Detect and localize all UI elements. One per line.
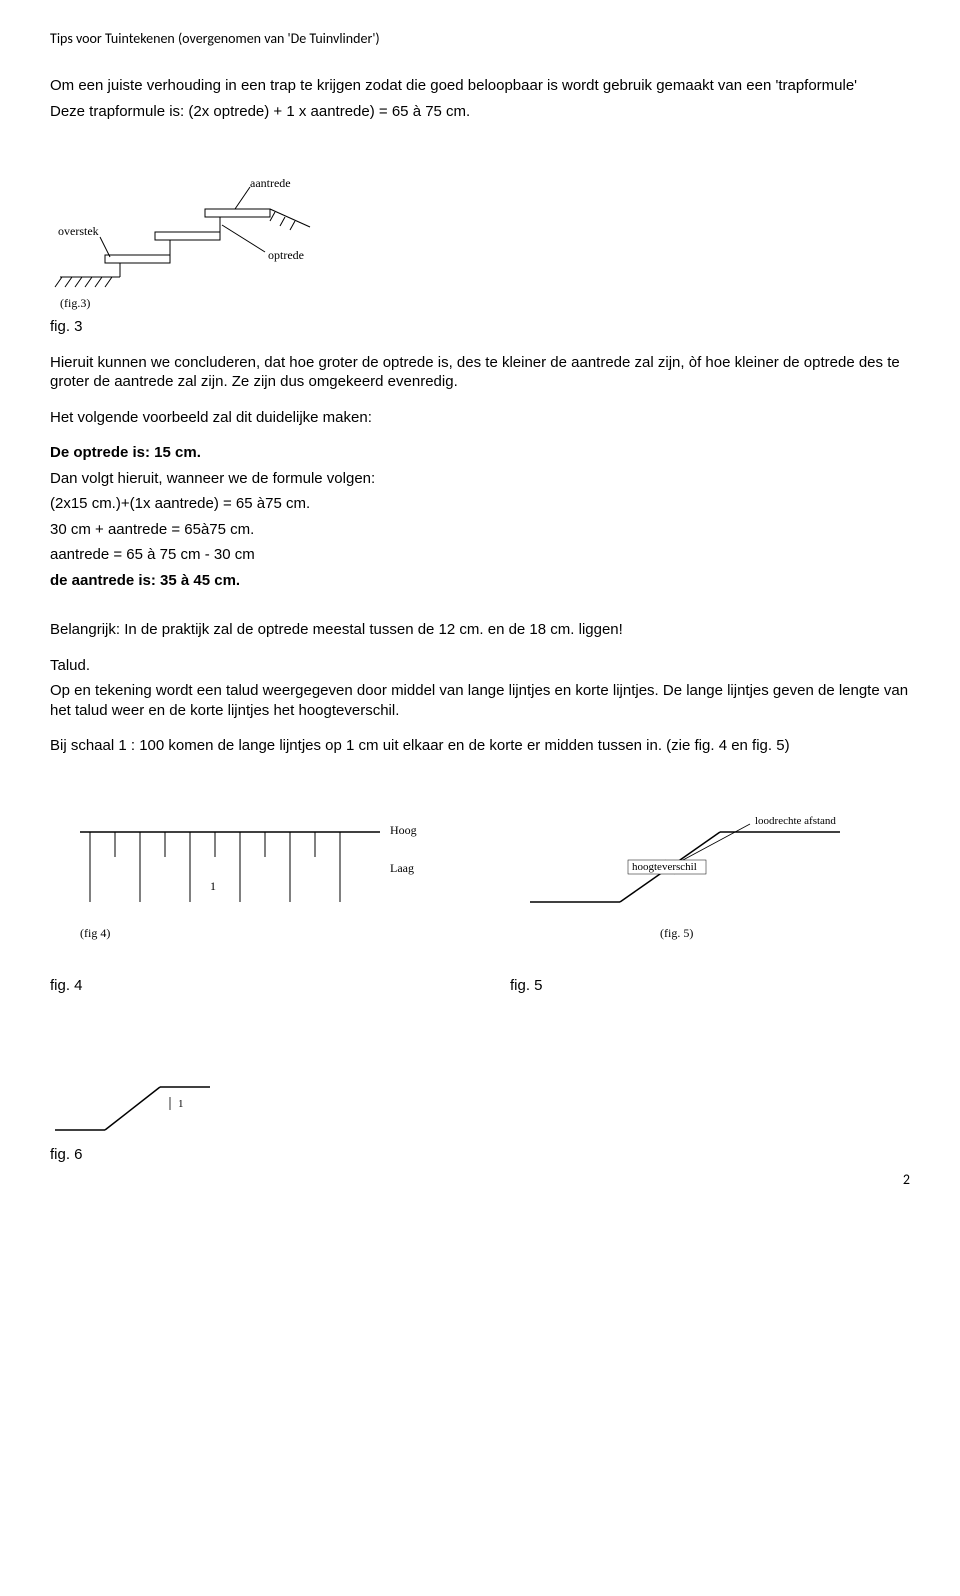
figure-caption-row: fig. 4 fig. 5 xyxy=(50,976,910,1002)
fig5-caption-inline: (fig. 5) xyxy=(660,926,693,940)
paragraph: aantrede = 65 à 75 cm - 30 cm xyxy=(50,545,910,565)
paragraph-bold: De optrede is: 15 cm. xyxy=(50,443,910,463)
figure-4: 1 Hoog Laag (fig 4) xyxy=(50,812,430,952)
paragraph: Deze trapformule is: (2x optrede) + 1 x … xyxy=(50,102,910,122)
fig4-label-hoog: Hoog xyxy=(390,823,417,837)
paragraph: Dan volgt hieruit, wanneer we de formule… xyxy=(50,469,910,489)
paragraph: Bij schaal 1 : 100 komen de lange lijntj… xyxy=(50,736,910,756)
fig3-label-optrede: optrede xyxy=(268,248,304,262)
fig3-caption-inline: (fig.3) xyxy=(60,296,90,310)
page-number: 2 xyxy=(903,1171,910,1189)
paragraph: Op en tekening wordt een talud weergegev… xyxy=(50,681,910,720)
paragraph: Om een juiste verhouding in een trap te … xyxy=(50,76,910,96)
paragraph: Talud. xyxy=(50,656,910,676)
fig4-label-laag: Laag xyxy=(390,861,414,875)
paragraph: (2x15 cm.)+(1x aantrede) = 65 à75 cm. xyxy=(50,494,910,514)
figure-5: hoogteverschil loodrechte afstand (fig. … xyxy=(510,812,890,952)
fig3-caption: fig. 3 xyxy=(50,317,910,337)
paragraph: 30 cm + aantrede = 65à75 cm. xyxy=(50,520,910,540)
figure-3: overstek aantrede optrede (fig.3) xyxy=(50,177,910,317)
figure-row-4-5: 1 Hoog Laag (fig 4) hoogteverschil loodr… xyxy=(50,812,910,952)
fig4-caption: fig. 4 xyxy=(50,976,430,996)
figure-6: 1 xyxy=(50,1075,910,1145)
fig3-label-aantrede: aantrede xyxy=(250,177,291,190)
fig5-caption: fig. 5 xyxy=(510,976,890,996)
fig4-label-1: 1 xyxy=(210,879,216,893)
fig6-label-1: 1 xyxy=(178,1098,184,1110)
fig3-label-overstek: overstek xyxy=(58,224,99,238)
fig5-label-loodrechte: loodrechte afstand xyxy=(755,815,836,827)
paragraph: Hieruit kunnen we concluderen, dat hoe g… xyxy=(50,353,910,392)
paragraph: Belangrijk: In de praktijk zal de optred… xyxy=(50,620,910,640)
paragraph-bold: de aantrede is: 35 à 45 cm. xyxy=(50,571,910,591)
paragraph: Het volgende voorbeeld zal dit duidelijk… xyxy=(50,408,910,428)
fig5-label-hoogteverschil: hoogteverschil xyxy=(632,861,697,873)
fig3-drawing: overstek aantrede optrede (fig.3) xyxy=(50,177,330,317)
page-header: Tips voor Tuintekenen (overgenomen van '… xyxy=(50,30,910,48)
fig4-caption-inline: (fig 4) xyxy=(80,926,110,940)
fig6-caption: fig. 6 xyxy=(50,1145,910,1165)
